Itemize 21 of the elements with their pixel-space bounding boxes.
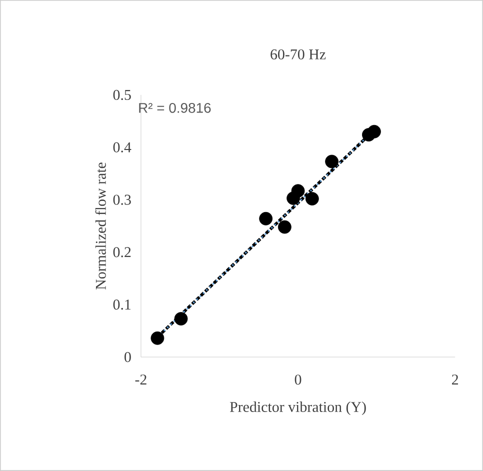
y-tick-label: 0.1 — [113, 300, 131, 310]
chart-title: 60-70 Hz — [270, 49, 326, 60]
y-tick-label: 0.5 — [113, 90, 131, 100]
point — [278, 220, 292, 234]
point — [259, 212, 273, 226]
point — [291, 184, 305, 198]
x-tick-label: 0 — [294, 374, 302, 385]
x-axis-title: Predictor vibration (Y) — [230, 402, 366, 416]
x-tick-label: 2 — [452, 374, 458, 384]
y-tick-label: 0.3 — [113, 194, 131, 205]
point — [150, 331, 164, 345]
y-tick-label: 0.4 — [113, 142, 132, 152]
point — [305, 192, 319, 206]
point — [325, 154, 338, 168]
y-tick-label: 0 — [124, 352, 131, 362]
annotation: R² = 0.9816 — [139, 102, 211, 113]
y-tick-label: 0.2 — [113, 247, 131, 258]
x-tick-label: -2 — [135, 374, 146, 384]
point — [174, 312, 188, 326]
point — [368, 124, 381, 138]
y-axis-title: Normalized flow rate — [95, 162, 106, 290]
